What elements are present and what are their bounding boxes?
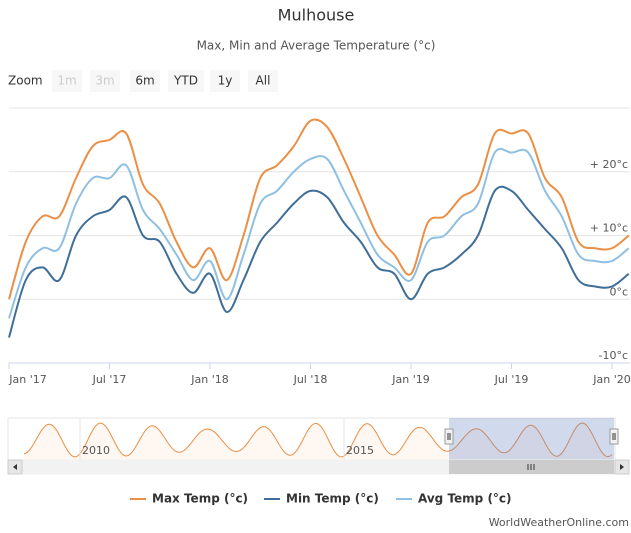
series-line [8,147,630,319]
range-button [90,70,120,92]
range-button[interactable] [130,70,160,92]
x-tick-label: Jan '17 [8,373,46,386]
range-button-label[interactable]: All [256,74,271,88]
thumb-grip [527,464,535,470]
zoom-label: Zoom [8,74,43,88]
chart-title: Mulhouse [278,6,355,25]
x-tick-label: Jul '18 [293,373,328,386]
credits: WorldWeatherOnline.com [489,516,629,529]
x-tick-label: Jan '18 [190,373,228,386]
x-tick-label: Jan '20 [592,373,630,386]
range-button[interactable] [210,70,240,92]
navigator-area [24,423,612,460]
range-button[interactable] [248,70,278,92]
x-tick-label: Jul '19 [494,373,529,386]
range-button-label[interactable]: 6m [135,74,154,88]
series-line [8,185,630,338]
legend-label[interactable]: Avg Temp (°c) [418,492,512,506]
chart-subtitle: Max, Min and Average Temperature (°c) [197,39,436,53]
range-button-label[interactable]: 1y [218,74,233,88]
navigator-line [23,422,613,458]
range-button-label: 1m [57,74,76,88]
range-button-label[interactable]: YTD [173,74,198,88]
range-button [52,70,82,92]
y-tick-label: -10°c [598,349,628,362]
legend-label[interactable]: Min Temp (°c) [286,492,379,506]
arrow-left [13,464,17,470]
navigator-label: 2010 [82,444,110,457]
x-tick-label: Jan '19 [391,373,429,386]
navigator-handle[interactable] [609,428,619,445]
series-line [8,118,630,300]
range-button-label: 3m [95,74,114,88]
x-tick-label: Jul '17 [92,373,127,386]
y-tick-label: + 10°c [590,222,628,235]
handle-grip [612,433,616,440]
legend-label[interactable]: Max Temp (°c) [152,492,248,506]
navigator-label: 2015 [346,444,374,457]
y-tick-label: 0°c [609,285,628,298]
range-button[interactable] [168,70,204,92]
y-tick-label: + 20°c [590,158,628,171]
navigator-mask[interactable] [449,418,614,460]
handle-grip [447,433,451,440]
navigator-handle[interactable] [444,428,454,445]
arrow-right [620,464,624,470]
